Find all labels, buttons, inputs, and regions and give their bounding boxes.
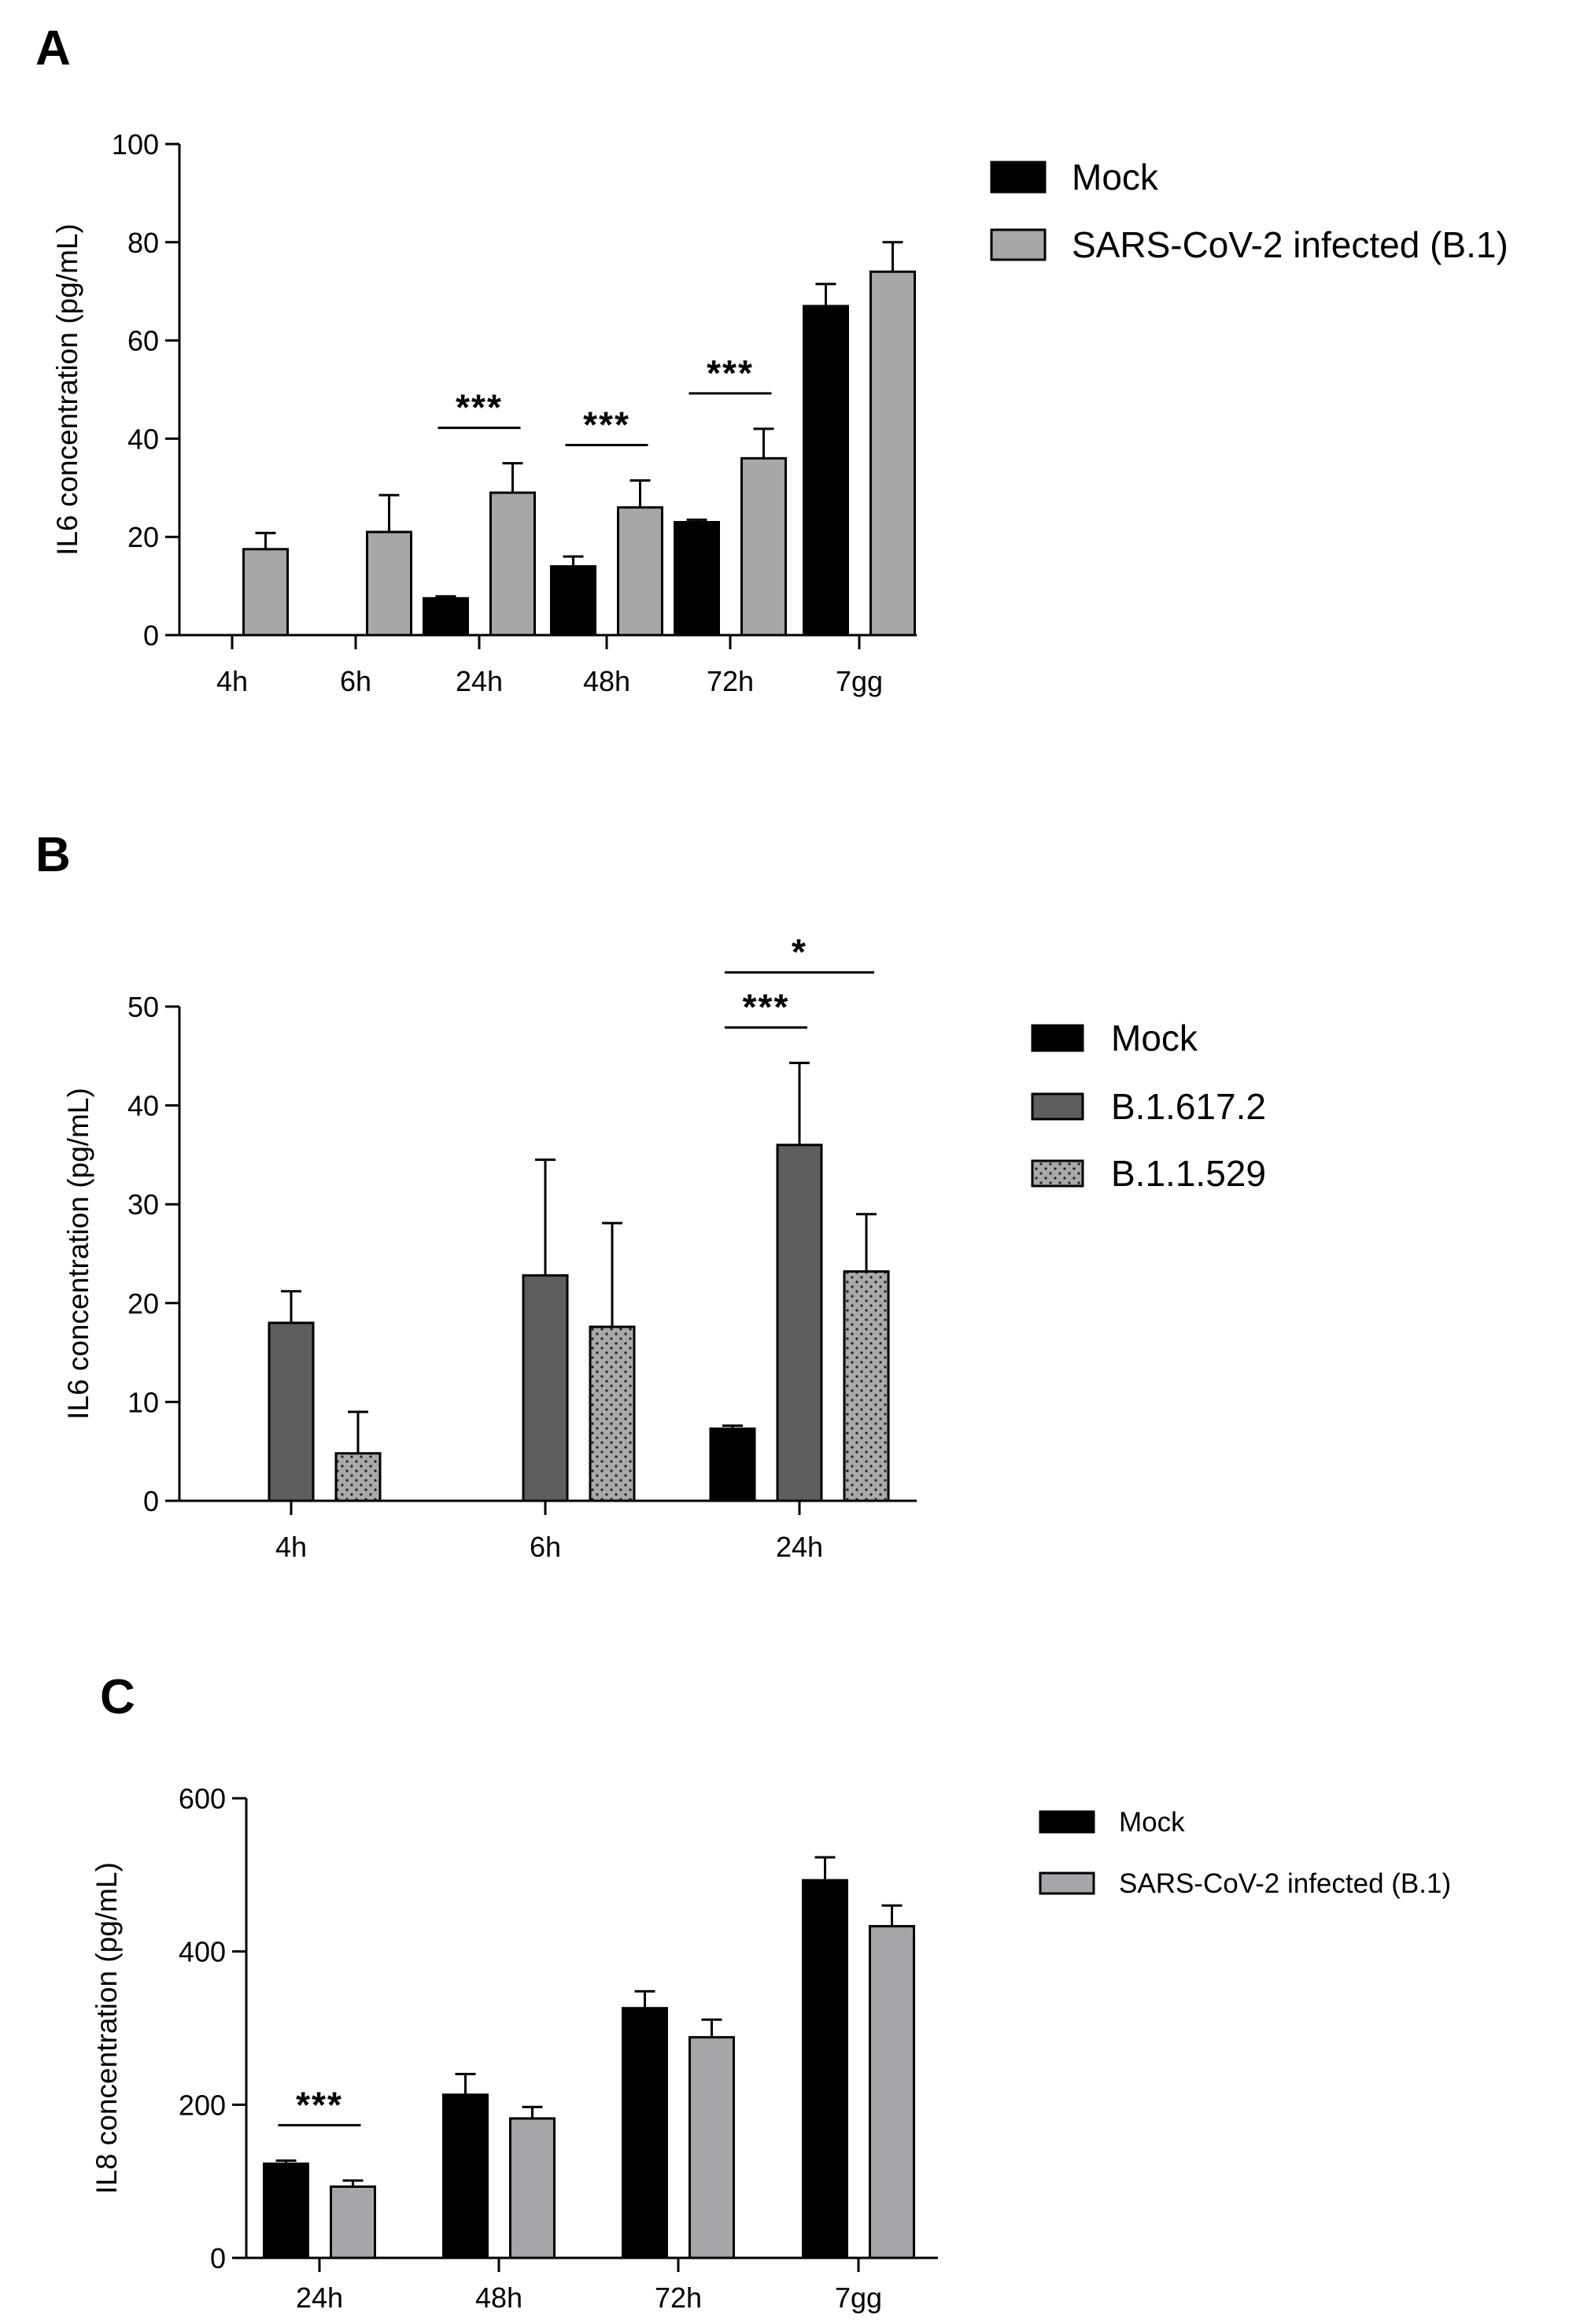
y-tick-label: 0 <box>210 2242 226 2274</box>
x-tick-label: 6h <box>340 665 371 697</box>
panel-b: B 0 10 20 30 40 50 IL6 concentration (pg/mL) 4h 6… <box>35 828 1266 1563</box>
legend-swatch <box>990 161 1047 194</box>
bar <box>509 2117 556 2259</box>
bar <box>803 305 849 637</box>
significance-label: *** <box>456 387 503 428</box>
significance-label: * <box>792 932 807 973</box>
bar <box>869 1925 915 2259</box>
bar <box>263 2162 309 2259</box>
bar <box>423 597 469 637</box>
y-tick-label: 0 <box>143 619 159 652</box>
legend-label: Mock <box>1111 1018 1198 1059</box>
x-tick-label: 48h <box>583 665 630 697</box>
y-tick-label: 20 <box>127 1288 159 1320</box>
bar <box>330 2185 376 2259</box>
x-tick-label: 4h <box>216 665 248 697</box>
x-tick-label: 72h <box>707 665 754 697</box>
bar <box>242 548 289 637</box>
legend-swatch <box>1039 1871 1095 1895</box>
panel-letter: A <box>35 21 71 76</box>
x-tick-label: 6h <box>530 1531 561 1563</box>
legend-swatch <box>1039 1810 1095 1834</box>
bar <box>740 456 787 637</box>
significance-label: *** <box>743 987 790 1028</box>
bar <box>776 1144 823 1502</box>
bar <box>869 270 916 637</box>
legend-swatch <box>1031 1024 1084 1052</box>
legend-label: Mock <box>1072 157 1159 198</box>
legend-label: Mock <box>1119 1807 1185 1838</box>
bar <box>550 565 596 637</box>
x-tick-label: 48h <box>475 2282 522 2314</box>
legend-label: B.1.1.529 <box>1111 1153 1266 1194</box>
y-tick-label: 10 <box>127 1386 159 1418</box>
significance-label: *** <box>583 404 630 445</box>
panel-letter: B <box>35 828 71 882</box>
y-tick-label: 20 <box>127 521 159 553</box>
y-axis-title: IL6 concentration (pg/mL) <box>62 1088 94 1420</box>
y-tick-label: 400 <box>179 1936 226 1968</box>
bar <box>366 530 412 637</box>
panel-c: C 0 200 400 600 IL8 concentration (pg/mL) 24h 4… <box>90 1670 1451 2314</box>
legend-label: SARS-CoV-2 infected (B.1) <box>1072 224 1508 265</box>
x-tick-label: 7gg <box>835 2282 882 2314</box>
bar <box>674 520 720 637</box>
legend-swatch <box>990 228 1047 261</box>
bar <box>689 2036 735 2259</box>
bar <box>709 1427 756 1502</box>
legend-swatch <box>1031 1092 1084 1121</box>
bar <box>522 1274 569 1502</box>
y-axis-title: IL6 concentration (pg/mL) <box>51 224 83 556</box>
y-axis-title: IL8 concentration (pg/mL) <box>90 1862 123 2194</box>
bar <box>622 2007 668 2259</box>
panel-letter: C <box>100 1670 135 1724</box>
legend-label: SARS-CoV-2 infected (B.1) <box>1119 1868 1451 1899</box>
bar <box>802 1879 848 2259</box>
y-tick-label: 100 <box>112 128 159 161</box>
bar <box>442 2093 489 2259</box>
y-tick-label: 80 <box>127 227 159 259</box>
x-tick-label: 24h <box>296 2282 343 2314</box>
bar <box>843 1270 890 1502</box>
legend-swatch <box>1031 1159 1084 1188</box>
y-tick-label: 0 <box>143 1485 159 1517</box>
y-tick-label: 600 <box>179 1783 226 1815</box>
legend-label: B.1.617.2 <box>1111 1086 1266 1127</box>
y-tick-label: 60 <box>127 325 159 357</box>
x-tick-label: 24h <box>456 665 503 697</box>
y-tick-label: 40 <box>127 1090 159 1122</box>
y-tick-label: 200 <box>179 2089 226 2121</box>
bar <box>334 1452 382 1502</box>
bar <box>489 491 536 637</box>
x-tick-label: 7gg <box>836 665 883 697</box>
bar <box>268 1321 315 1502</box>
significance-label: *** <box>707 353 754 393</box>
y-tick-label: 50 <box>127 991 159 1023</box>
significance-label: *** <box>296 2084 343 2125</box>
x-tick-label: 72h <box>655 2282 702 2314</box>
bar <box>617 506 663 637</box>
y-tick-label: 30 <box>127 1188 159 1221</box>
panel-a: A 0 20 40 60 80 100 IL6 concentration (pg/mL) 4h… <box>35 21 1508 697</box>
y-tick-label: 40 <box>127 423 159 455</box>
x-tick-label: 4h <box>275 1531 307 1563</box>
bar <box>589 1325 636 1502</box>
x-tick-label: 24h <box>776 1531 823 1563</box>
